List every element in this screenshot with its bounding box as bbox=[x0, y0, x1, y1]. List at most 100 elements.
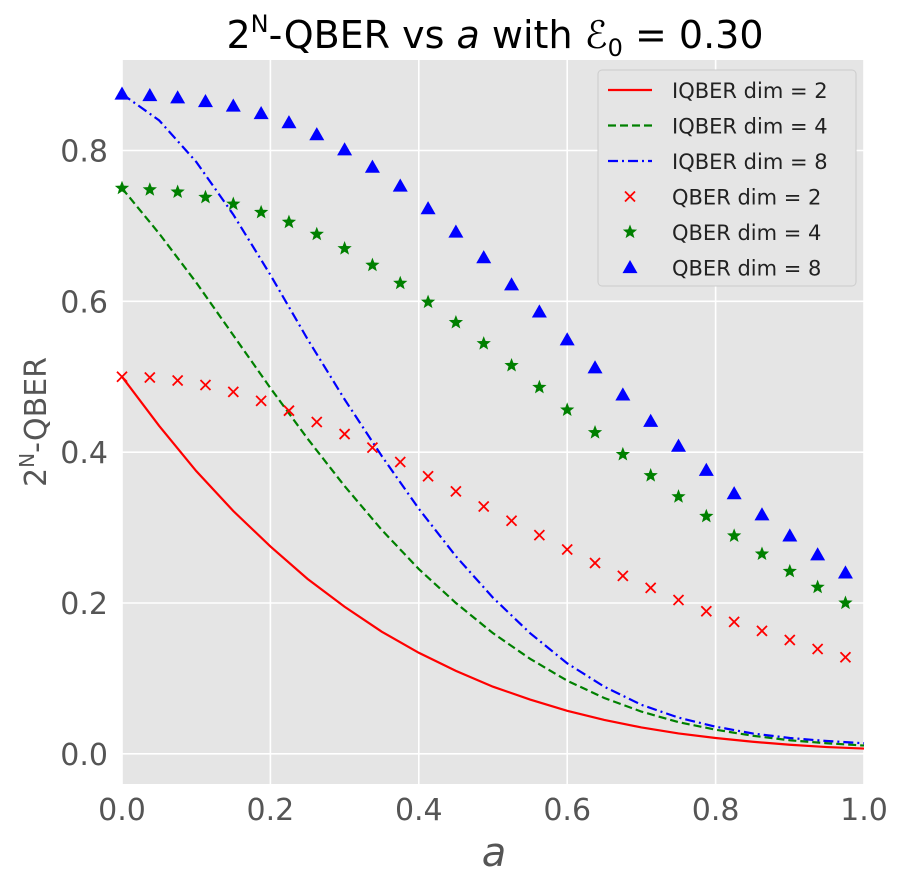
y-tick-label: 0.4 bbox=[60, 436, 108, 471]
legend: IQBER dim = 2 IQBER dim = 4 IQBER dim = 8 Q… bbox=[597, 69, 857, 287]
data-point-star bbox=[615, 446, 630, 461]
data-point-x-stroke bbox=[756, 625, 768, 637]
x-axis-label: a bbox=[482, 830, 507, 876]
y-tick-label: 0.0 bbox=[60, 738, 108, 773]
data-point-triangle bbox=[476, 250, 492, 264]
legend-swatch bbox=[622, 260, 638, 274]
data-point-triangle bbox=[726, 486, 742, 500]
data-point-triangle bbox=[364, 159, 380, 173]
data-point-x bbox=[422, 470, 434, 482]
data-point-star bbox=[309, 226, 324, 241]
data-point-triangle bbox=[142, 87, 158, 102]
data-point-triangle bbox=[392, 178, 408, 192]
y-tick-label: 0.8 bbox=[60, 135, 108, 170]
data-point-star bbox=[114, 180, 130, 195]
legend-swatch-stroke bbox=[624, 190, 636, 203]
data-point-star bbox=[810, 579, 825, 594]
data-point-triangle bbox=[837, 565, 853, 579]
data-point-triangle bbox=[559, 332, 575, 346]
data-point-x bbox=[645, 582, 657, 594]
data-point-x bbox=[533, 529, 546, 541]
data-point-star bbox=[420, 294, 436, 309]
data-point-x bbox=[116, 371, 128, 383]
data-point-star bbox=[782, 563, 797, 578]
data-point-x-stroke bbox=[784, 634, 796, 646]
data-point-star bbox=[643, 468, 658, 482]
data-point-x-stroke bbox=[589, 557, 601, 569]
data-point-star bbox=[699, 508, 714, 523]
data-point-x-stroke bbox=[700, 605, 712, 617]
chart-title: 2N-QBER vs a with ℰ0 = 0.30 bbox=[226, 10, 763, 62]
data-point-x bbox=[811, 643, 824, 655]
legend-box bbox=[597, 69, 857, 287]
x-tick-label: 0.0 bbox=[98, 793, 146, 828]
data-point-x-stroke bbox=[394, 456, 406, 468]
data-point-star bbox=[198, 189, 213, 204]
data-point-x-stroke bbox=[199, 379, 212, 391]
data-point-x-stroke bbox=[144, 371, 156, 384]
data-point-triangle bbox=[643, 413, 659, 427]
data-point-triangle bbox=[615, 387, 631, 401]
data-point-triangle bbox=[225, 98, 241, 112]
data-point-x-stroke bbox=[811, 643, 824, 655]
y-axis-label: 2N-QBER bbox=[15, 357, 54, 487]
series-lines bbox=[121, 93, 865, 750]
data-point-x-stroke bbox=[311, 416, 323, 428]
legend-label: QBER dim = 2 bbox=[672, 186, 821, 210]
x-tick-label: 1.0 bbox=[840, 793, 888, 828]
data-point-triangle bbox=[531, 304, 547, 318]
data-point-x bbox=[478, 500, 490, 513]
data-point-star bbox=[838, 595, 853, 610]
x-tick-label: 0.8 bbox=[692, 793, 740, 828]
data-point-x-stroke bbox=[422, 470, 434, 482]
data-point-x bbox=[450, 485, 462, 498]
data-point-x bbox=[617, 570, 629, 582]
data-point-x-stroke bbox=[255, 395, 267, 407]
data-point-x bbox=[561, 543, 573, 556]
x-tick-label: 0.6 bbox=[543, 793, 591, 828]
data-point-x bbox=[672, 594, 685, 606]
data-point-x-stroke bbox=[478, 500, 490, 513]
data-point-triangle bbox=[337, 142, 353, 156]
data-point-triangle bbox=[170, 90, 186, 104]
series-markers bbox=[114, 86, 853, 663]
tick-labels: 0.0 0.2 0.4 0.6 0.8 1.0 0.0 0.2 0.4 0.6 0.8 bbox=[60, 135, 888, 829]
data-point-star bbox=[504, 357, 519, 372]
legend-swatch bbox=[622, 224, 638, 239]
data-point-triangle bbox=[782, 528, 798, 542]
data-point-x bbox=[255, 395, 267, 407]
data-point-x-stroke bbox=[450, 485, 462, 498]
x-tick-label: 0.4 bbox=[395, 793, 443, 828]
data-point-x bbox=[700, 605, 712, 617]
series-line-2 bbox=[121, 187, 865, 747]
data-point-triangle bbox=[810, 547, 826, 561]
data-point-triangle bbox=[504, 277, 520, 291]
data-point-triangle bbox=[309, 127, 325, 141]
data-point-x-stroke bbox=[338, 428, 351, 440]
legend-swatch bbox=[624, 190, 636, 203]
data-point-x bbox=[394, 456, 406, 468]
data-point-x-stroke bbox=[366, 442, 379, 454]
data-point-x bbox=[338, 428, 351, 440]
data-point-x bbox=[589, 557, 601, 569]
data-point-triangle bbox=[671, 438, 686, 452]
data-point-x-stroke bbox=[672, 594, 685, 606]
data-point-triangle bbox=[587, 360, 603, 374]
data-point-x bbox=[839, 651, 852, 663]
data-point-x-stroke bbox=[227, 386, 239, 398]
data-point-x bbox=[199, 379, 212, 391]
data-point-star bbox=[671, 489, 686, 503]
x-tick-label: 0.2 bbox=[247, 793, 295, 828]
data-point-star bbox=[393, 275, 408, 290]
data-point-x bbox=[505, 515, 518, 527]
data-point-triangle bbox=[698, 462, 714, 476]
data-point-star bbox=[365, 257, 380, 272]
data-point-x-stroke bbox=[645, 582, 657, 594]
data-point-triangle bbox=[281, 115, 297, 129]
data-point-x bbox=[311, 416, 323, 428]
data-point-triangle bbox=[754, 507, 770, 521]
data-point-x-stroke bbox=[839, 651, 852, 663]
data-point-star bbox=[754, 546, 770, 561]
data-point-x bbox=[784, 634, 796, 646]
y-tick-label: 0.6 bbox=[60, 285, 108, 320]
